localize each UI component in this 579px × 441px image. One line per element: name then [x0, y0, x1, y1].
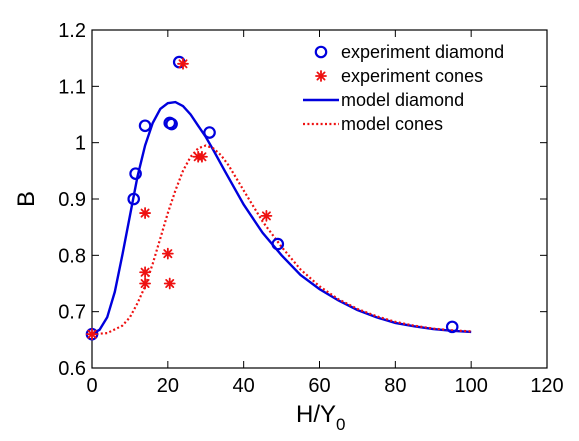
data-point-experiment-cones	[161, 247, 174, 260]
legend-model-cones-label: model cones	[341, 114, 443, 134]
data-point-experiment-cones	[139, 207, 151, 219]
x-tick-label: 40	[233, 375, 255, 397]
y-tick-label: 1.1	[58, 76, 86, 98]
series-line-model-diamond	[91, 100, 472, 336]
legend-experiment-diamond-label: experiment diamond	[341, 42, 504, 62]
data-point-experiment-cones	[86, 328, 98, 341]
x-axis-title-subscript: 0	[336, 415, 345, 434]
data-point-experiment-cones	[139, 266, 151, 279]
data-point-experiment-cones	[163, 277, 176, 290]
x-tick-label: 120	[530, 375, 563, 397]
y-tick-label: 1.2	[58, 20, 86, 42]
x-axis: 0 20 40 60 80 100 120	[86, 30, 564, 397]
data-point-experiment-diamond	[138, 119, 152, 133]
x-tick-label: 80	[384, 375, 406, 397]
x-axis-title-main: H/Y	[296, 401, 336, 428]
data-point-experiment-diamond	[271, 237, 285, 251]
y-tick-label: 0.6	[58, 358, 86, 380]
x-tick-label: 60	[308, 375, 330, 397]
legend-experiment-diamond-marker	[314, 45, 328, 59]
legend-experiment-cones-label: experiment cones	[341, 66, 483, 86]
data-point-experiment-diamond	[165, 117, 178, 131]
y-tick-label: 1	[75, 133, 86, 155]
data-point-experiment-diamond	[203, 126, 216, 139]
legend-model-diamond-label: model diamond	[341, 90, 464, 110]
data-point-experiment-cones	[139, 277, 151, 290]
data-point-experiment-cones	[260, 210, 273, 222]
x-axis-title: H/Y0	[296, 401, 345, 434]
y-axis-title: B	[13, 191, 40, 207]
data-point-experiment-diamond	[445, 320, 459, 334]
data-point-experiment-diamond	[129, 167, 142, 180]
legend-experiment-cones-marker	[315, 70, 327, 82]
data-point-experiment-diamond	[127, 192, 141, 206]
x-tick-label: 20	[157, 375, 179, 397]
series-layer	[85, 55, 472, 341]
series-line-model-cones	[91, 144, 472, 336]
y-tick-label: 0.7	[58, 302, 86, 324]
y-tick-label: 0.8	[58, 245, 86, 267]
data-point-experiment-cones	[177, 57, 189, 70]
x-tick-label: 100	[454, 375, 487, 397]
y-tick-label: 0.9	[58, 189, 86, 211]
y-axis: 0.6 0.7 0.8 0.9 1 1.1 1.2	[58, 20, 547, 380]
data-point-experiment-cones	[196, 150, 208, 163]
legend: experiment diamond experiment cones model …	[303, 42, 504, 134]
x-tick-label: 0	[86, 375, 97, 397]
